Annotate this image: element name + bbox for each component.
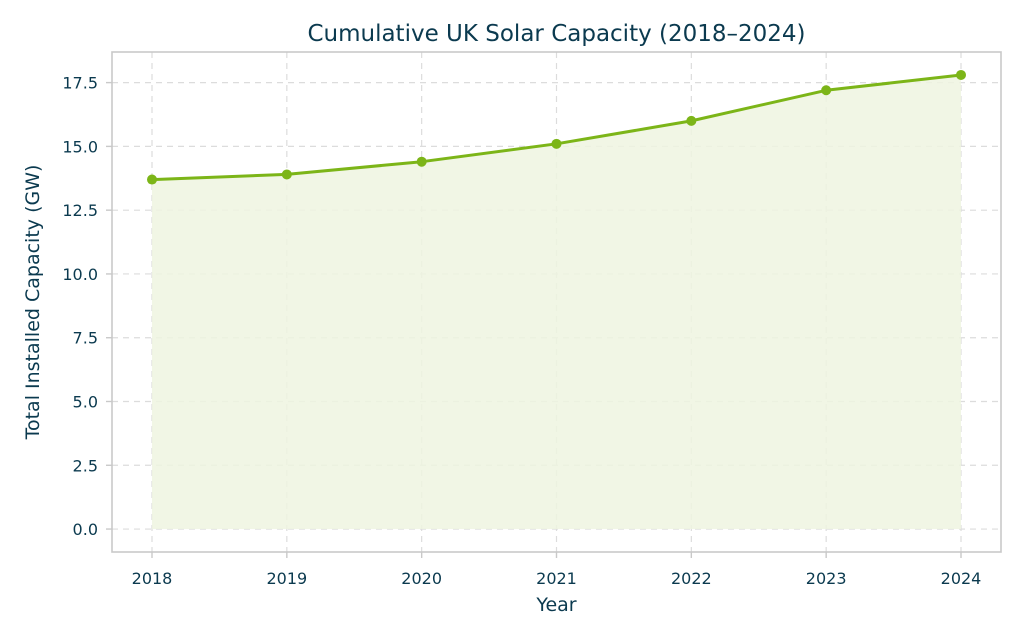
data-point bbox=[821, 85, 832, 96]
x-tick-label: 2021 bbox=[536, 569, 577, 588]
y-tick-label: 12.5 bbox=[62, 201, 98, 220]
data-point bbox=[551, 138, 562, 149]
x-tick-label: 2023 bbox=[806, 569, 847, 588]
data-point bbox=[956, 69, 966, 80]
area-fill bbox=[152, 75, 961, 529]
y-axis-ticks: 0.0 2.5 5.0 7.5 10.0 12.5 15.0 17.5 bbox=[62, 74, 112, 539]
chart-title: Cumulative UK Solar Capacity (2018–2024) bbox=[307, 21, 805, 47]
y-tick-label: 2.5 bbox=[73, 456, 98, 475]
x-axis-label: Year bbox=[535, 594, 576, 616]
x-tick-label: 2024 bbox=[941, 569, 982, 588]
y-tick-label: 17.5 bbox=[62, 74, 98, 93]
data-point bbox=[416, 156, 427, 167]
y-tick-label: 10.0 bbox=[62, 265, 98, 284]
x-tick-label: 2020 bbox=[401, 569, 442, 588]
y-axis-label: Total Installed Capacity (GW) bbox=[22, 165, 44, 441]
y-tick-label: 15.0 bbox=[62, 137, 98, 156]
data-point bbox=[281, 169, 292, 180]
y-tick-label: 5.0 bbox=[73, 392, 98, 411]
y-tick-label: 7.5 bbox=[73, 329, 98, 348]
data-points bbox=[147, 69, 966, 185]
data-point bbox=[686, 115, 697, 126]
y-tick-label: 0.0 bbox=[73, 520, 98, 539]
x-tick-label: 2018 bbox=[132, 569, 173, 588]
data-point bbox=[147, 174, 157, 185]
x-axis-ticks: 2018 2019 2020 2021 2022 2023 2024 bbox=[132, 552, 982, 588]
x-tick-label: 2022 bbox=[671, 569, 712, 588]
x-tick-label: 2019 bbox=[266, 569, 307, 588]
